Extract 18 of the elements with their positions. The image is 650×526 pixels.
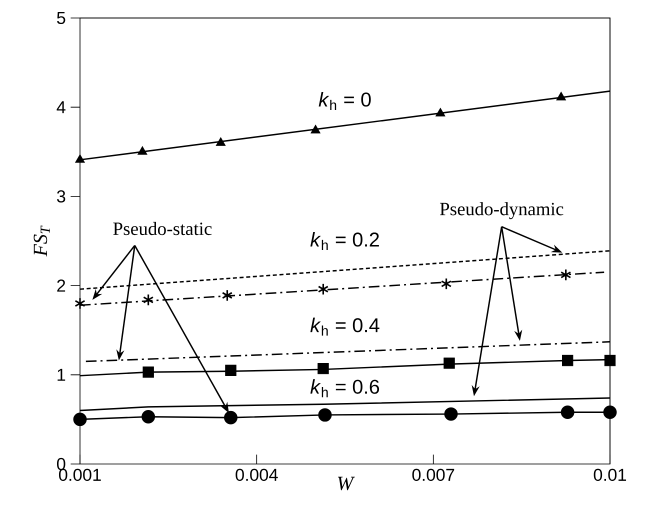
annotation: Pseudo-dynamic [440, 202, 564, 220]
annotation: k$_{h}$ = 0 [318, 92, 371, 110]
y-tick-label: 4 [56, 101, 66, 114]
annotation: Pseudo-static [113, 222, 212, 236]
y-tick-label: 1 [58, 368, 66, 381]
y-tick-label: 3 [56, 190, 66, 203]
x-tick-label: 0.004 [236, 468, 278, 481]
x-tick-label: 0.01 [594, 468, 626, 481]
annotation: k$_{h}$ = 0.4 [310, 318, 380, 336]
x-axis-title: W [338, 476, 355, 490]
y-tick-label: 5 [57, 12, 66, 24]
y-tick-label: 2 [57, 280, 66, 292]
y-tick-label: 0 [56, 458, 66, 470]
annotation: k$_{h}$ = 0.6 [310, 379, 380, 398]
x-tick-label: 0.007 [412, 468, 454, 481]
annotation: k$_{h}$ = 0.2 [310, 232, 379, 250]
y-axis-title: FS$_{T}$ [34, 226, 50, 256]
x-tick-label: 0.001 [58, 468, 101, 481]
